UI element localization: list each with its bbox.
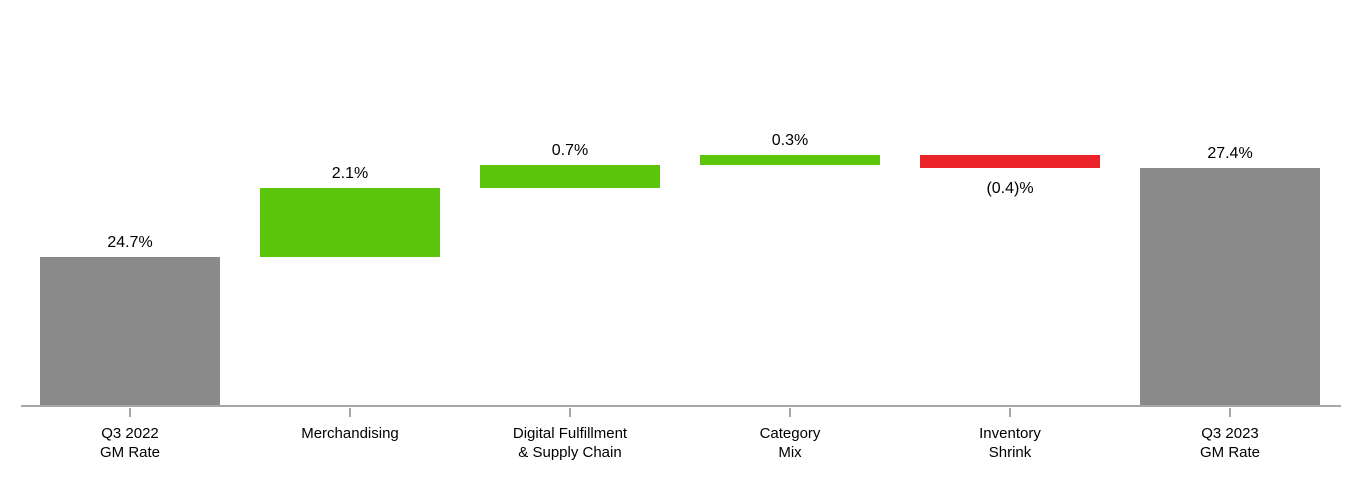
x-axis-label: Inventory Shrink bbox=[900, 424, 1120, 462]
x-axis-label: Category Mix bbox=[680, 424, 900, 462]
x-axis-label: Digital Fulfillment & Supply Chain bbox=[460, 424, 680, 462]
axis-tick-mark bbox=[789, 408, 791, 417]
x-axis-label-line: Q3 2022 bbox=[101, 425, 159, 442]
x-axis-label: Q3 2022 GM Rate bbox=[20, 424, 240, 462]
x-axis-label-line: Mix bbox=[778, 444, 802, 461]
x-axis-label-line: Q3 2023 bbox=[1201, 425, 1259, 442]
x-axis-label: Merchandising bbox=[240, 424, 460, 443]
waterfall-bar bbox=[40, 257, 220, 406]
x-axis-label: Q3 2023 GM Rate bbox=[1120, 424, 1340, 462]
x-axis-label-line: & Supply Chain bbox=[518, 444, 622, 461]
x-axis-label-line: GM Rate bbox=[1199, 444, 1260, 461]
axis-tick-mark bbox=[569, 408, 571, 417]
bar-value-label: 24.7% bbox=[107, 234, 153, 251]
x-axis-label-line: Category bbox=[759, 425, 821, 442]
bar-value-label: 0.3% bbox=[771, 132, 809, 149]
waterfall-bar bbox=[700, 155, 880, 165]
axis-tick-mark bbox=[349, 408, 351, 417]
bar-value-label: (0.4)% bbox=[986, 180, 1034, 198]
axis-tick-mark bbox=[129, 408, 131, 417]
axis-tick-mark bbox=[1229, 408, 1231, 417]
waterfall-bar bbox=[1140, 168, 1320, 406]
x-axis-label-line: Inventory bbox=[979, 425, 1041, 442]
x-axis-label-line: Shrink bbox=[988, 444, 1032, 461]
waterfall-bar bbox=[480, 164, 660, 188]
x-axis-label-line: Merchandising bbox=[301, 425, 399, 442]
bar-value-label: 2.1% bbox=[331, 164, 369, 182]
x-axis-label-line: GM Rate bbox=[99, 444, 160, 461]
bar-value-label: 0.7% bbox=[551, 141, 589, 159]
x-axis-label-line: Digital Fulfillment bbox=[512, 425, 628, 442]
bar-value-label: 27.4% bbox=[1207, 145, 1253, 163]
axis-tick-mark bbox=[1009, 408, 1011, 417]
waterfall-bar bbox=[260, 187, 440, 257]
waterfall-bar bbox=[920, 155, 1100, 169]
x-axis-line bbox=[21, 405, 1341, 407]
